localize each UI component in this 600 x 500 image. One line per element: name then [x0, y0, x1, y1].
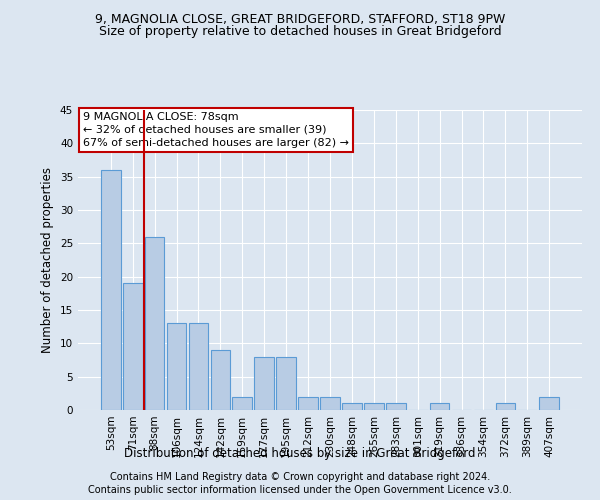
Y-axis label: Number of detached properties: Number of detached properties	[41, 167, 55, 353]
Bar	[211, 350, 230, 410]
Text: Contains public sector information licensed under the Open Government Licence v3: Contains public sector information licen…	[88, 485, 512, 495]
Bar	[496, 404, 515, 410]
Bar	[276, 356, 296, 410]
Bar	[254, 356, 274, 410]
Text: Distribution of detached houses by size in Great Bridgeford: Distribution of detached houses by size …	[124, 448, 476, 460]
Bar	[386, 404, 406, 410]
Bar	[232, 396, 252, 410]
Bar	[539, 396, 559, 410]
Bar	[188, 324, 208, 410]
Bar	[430, 404, 449, 410]
Bar	[298, 396, 318, 410]
Text: Contains HM Land Registry data © Crown copyright and database right 2024.: Contains HM Land Registry data © Crown c…	[110, 472, 490, 482]
Text: 9, MAGNOLIA CLOSE, GREAT BRIDGEFORD, STAFFORD, ST18 9PW: 9, MAGNOLIA CLOSE, GREAT BRIDGEFORD, STA…	[95, 12, 505, 26]
Bar	[167, 324, 187, 410]
Text: 9 MAGNOLIA CLOSE: 78sqm
← 32% of detached houses are smaller (39)
67% of semi-de: 9 MAGNOLIA CLOSE: 78sqm ← 32% of detache…	[83, 112, 349, 148]
Bar	[123, 284, 143, 410]
Bar	[145, 236, 164, 410]
Bar	[101, 170, 121, 410]
Bar	[342, 404, 362, 410]
Bar	[320, 396, 340, 410]
Bar	[364, 404, 384, 410]
Text: Size of property relative to detached houses in Great Bridgeford: Size of property relative to detached ho…	[98, 25, 502, 38]
